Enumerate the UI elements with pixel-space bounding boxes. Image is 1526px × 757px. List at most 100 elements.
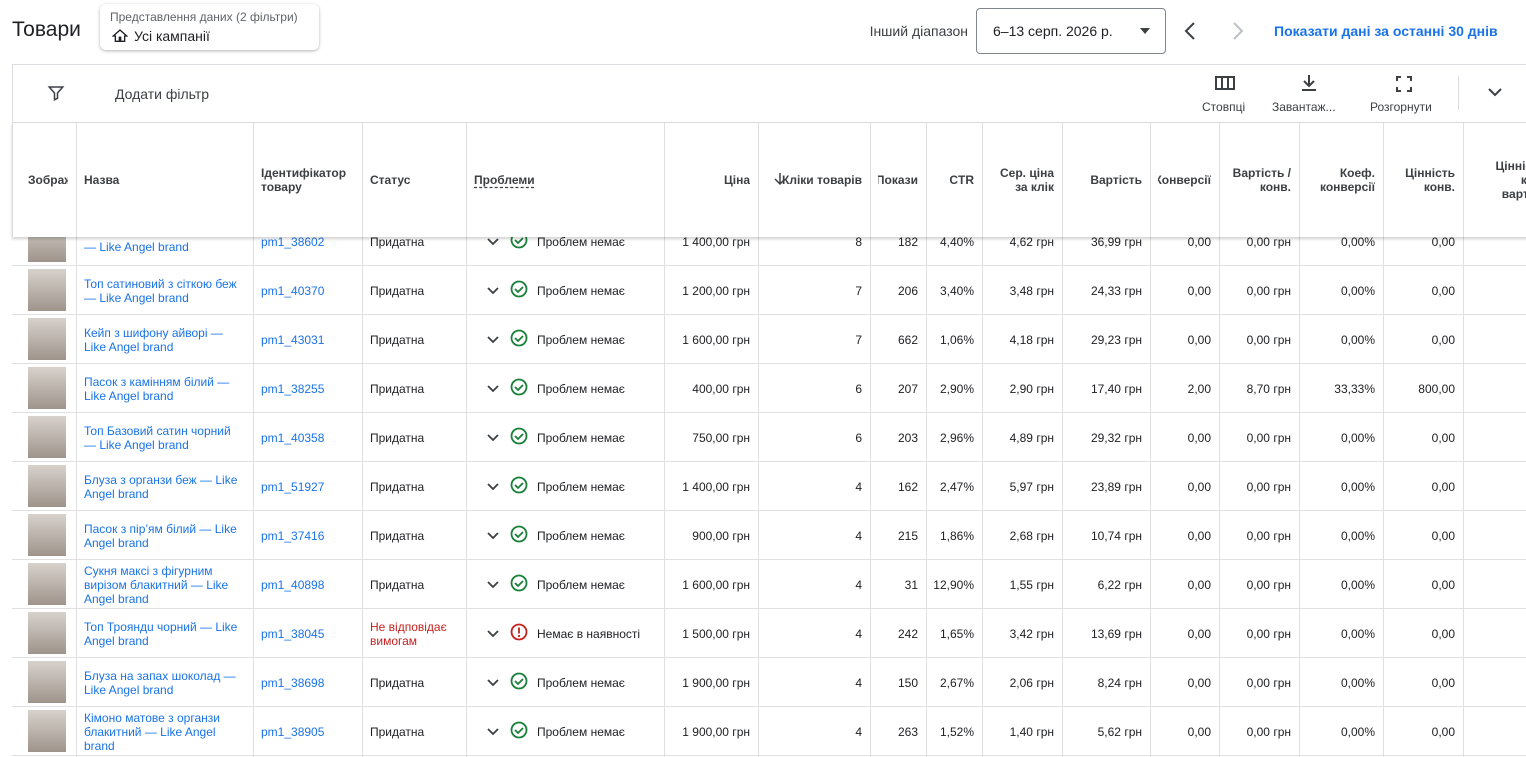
ok-icon	[510, 721, 528, 739]
column-header[interactable]: Покази	[878, 172, 918, 187]
column-header[interactable]: Коеф. конверсії	[1319, 165, 1375, 194]
product-id[interactable]: pm1_43031	[261, 332, 325, 347]
product-id[interactable]: pm1_38698	[261, 675, 325, 690]
column-header[interactable]: Цінність / конв. вартість	[1495, 158, 1526, 201]
expand-issue[interactable]	[487, 728, 499, 736]
expand-issue[interactable]	[487, 532, 499, 540]
impressions: 206	[897, 283, 918, 298]
product-id[interactable]: pm1_37416	[261, 528, 325, 543]
column-header[interactable]: Сер. ціна за клік	[1000, 165, 1054, 194]
header-divider	[1299, 122, 1300, 237]
column-header[interactable]: Зображ	[28, 172, 68, 187]
product-id[interactable]: pm1_40370	[261, 283, 325, 298]
status: Придатна	[370, 724, 425, 739]
expand-issue[interactable]	[487, 679, 499, 687]
expand-issue[interactable]	[487, 630, 499, 638]
product-id[interactable]: pm1_38045	[261, 626, 325, 641]
column-header[interactable]: Кліки товарів	[782, 172, 862, 187]
prev-button[interactable]	[1182, 21, 1198, 41]
download-button[interactable]: Завантаж...	[1272, 100, 1336, 114]
view-selector[interactable]: Представлення даних (2 фільтри) Усі камп…	[100, 4, 319, 50]
expand-issue[interactable]	[487, 434, 499, 442]
impressions: 242	[897, 626, 918, 641]
column-header[interactable]: Ідентифікатор товару	[261, 165, 347, 194]
product-id[interactable]: pm1_51927	[261, 479, 325, 494]
ok-icon	[510, 329, 528, 347]
download-icon[interactable]	[1300, 74, 1318, 92]
product-id[interactable]: pm1_40898	[261, 577, 325, 592]
conversion-value: 0,00	[1431, 724, 1455, 739]
collapse-button[interactable]	[1487, 87, 1503, 99]
impressions: 263	[897, 724, 918, 739]
column-header[interactable]: Вартість / конв.	[1232, 165, 1291, 194]
expand-button[interactable]: Розгорнути	[1370, 100, 1432, 114]
expand-issue[interactable]	[487, 483, 499, 491]
avg-cpc: 4,89 грн	[1009, 430, 1054, 445]
expand-issue[interactable]	[487, 287, 499, 295]
conversion-value: 800,00	[1418, 381, 1455, 396]
expand-issue[interactable]	[487, 385, 499, 393]
add-filter[interactable]: Додати фільтр	[115, 86, 210, 102]
issue: Проблем немає	[537, 430, 625, 445]
conversion-value: 0,00	[1431, 234, 1455, 249]
product-name[interactable]: Сукня максі з фігурним вирізом блакитний…	[84, 563, 229, 606]
product-id[interactable]: pm1_38255	[261, 381, 325, 396]
product-image	[28, 612, 66, 654]
status: Придатна	[370, 479, 425, 494]
columns-button[interactable]: Стовпці	[1202, 100, 1246, 114]
cost-per-conversion: 8,70 грн	[1246, 381, 1291, 396]
last-30-days-link[interactable]: Показати дані за останні 30 днів	[1274, 23, 1498, 39]
row-divider	[12, 755, 1526, 756]
issue: Немає в наявності	[537, 626, 641, 641]
product-id[interactable]: pm1_38602	[261, 234, 325, 249]
product-name[interactable]: Топ Трояндu чорний — Like Angel brand	[84, 619, 238, 648]
cost-per-conversion: 0,00 грн	[1246, 430, 1291, 445]
product-name[interactable]: Блуза з органзи беж — Like Angel brand	[84, 472, 238, 501]
cost: 10,74 грн	[1090, 528, 1142, 543]
product-name[interactable]: Пасок з пір’ям білий — Like Angel brand	[84, 521, 237, 550]
product-name[interactable]: Пасок з камінням білий — Like Angel bran…	[84, 374, 230, 403]
column-divider	[76, 237, 77, 757]
row-divider	[12, 608, 1526, 609]
impressions: 31	[904, 577, 918, 592]
product-name[interactable]: — Like Angel brand	[84, 240, 189, 254]
home-icon	[112, 29, 128, 42]
product-name[interactable]: Кейп з шифону айворі — Like Angel brand	[84, 325, 223, 354]
column-header[interactable]: Статус	[370, 172, 411, 187]
column-header[interactable]: CTR	[949, 172, 974, 187]
avg-cpc: 3,42 грн	[1009, 626, 1054, 641]
column-header[interactable]: Назва	[84, 172, 120, 187]
next-button[interactable]	[1230, 21, 1246, 41]
product-name[interactable]: Топ сатиновий з сіткою беж — Like Angel …	[84, 276, 237, 305]
column-header[interactable]: Проблеми	[474, 172, 535, 187]
column-header[interactable]: Цінність конв.	[1405, 165, 1455, 194]
expand-icon[interactable]	[1396, 76, 1412, 92]
column-divider	[1463, 237, 1464, 757]
ok-icon	[510, 378, 528, 396]
expand-issue[interactable]	[487, 336, 499, 344]
product-name[interactable]: Блуза на запах шоколад — Like Angel bran…	[84, 668, 236, 697]
filter-icon[interactable]	[47, 84, 65, 102]
product-id[interactable]: pm1_38905	[261, 724, 325, 739]
column-header[interactable]: Конверсії	[1158, 172, 1211, 187]
price: 1 500,00 грн	[682, 626, 750, 641]
issue: Проблем немає	[537, 234, 625, 249]
price: 1 600,00 грн	[682, 577, 750, 592]
date-range-dropdown[interactable]: 6–13 серп. 2026 р.	[976, 8, 1166, 54]
ctr: 3,40%	[939, 283, 974, 298]
product-name[interactable]: Топ Базовий сатин чорний — Like Angel br…	[84, 423, 231, 452]
column-divider	[758, 237, 759, 757]
columns-icon[interactable]	[1215, 75, 1235, 91]
product-name[interactable]: Кімоно матове з органзи блакитний — Like…	[84, 710, 220, 753]
product-id[interactable]: pm1_40358	[261, 430, 325, 445]
column-header[interactable]: Ціна	[723, 172, 750, 187]
row-divider	[12, 412, 1526, 413]
ok-icon	[510, 525, 528, 543]
expand-issue[interactable]	[487, 238, 499, 246]
avg-cpc: 1,55 грн	[1009, 577, 1054, 592]
expand-issue[interactable]	[487, 581, 499, 589]
column-header[interactable]: Вартість	[1090, 172, 1142, 187]
header-divider	[1150, 122, 1151, 237]
sort-arrow[interactable]	[774, 172, 786, 186]
column-divider	[466, 237, 467, 757]
